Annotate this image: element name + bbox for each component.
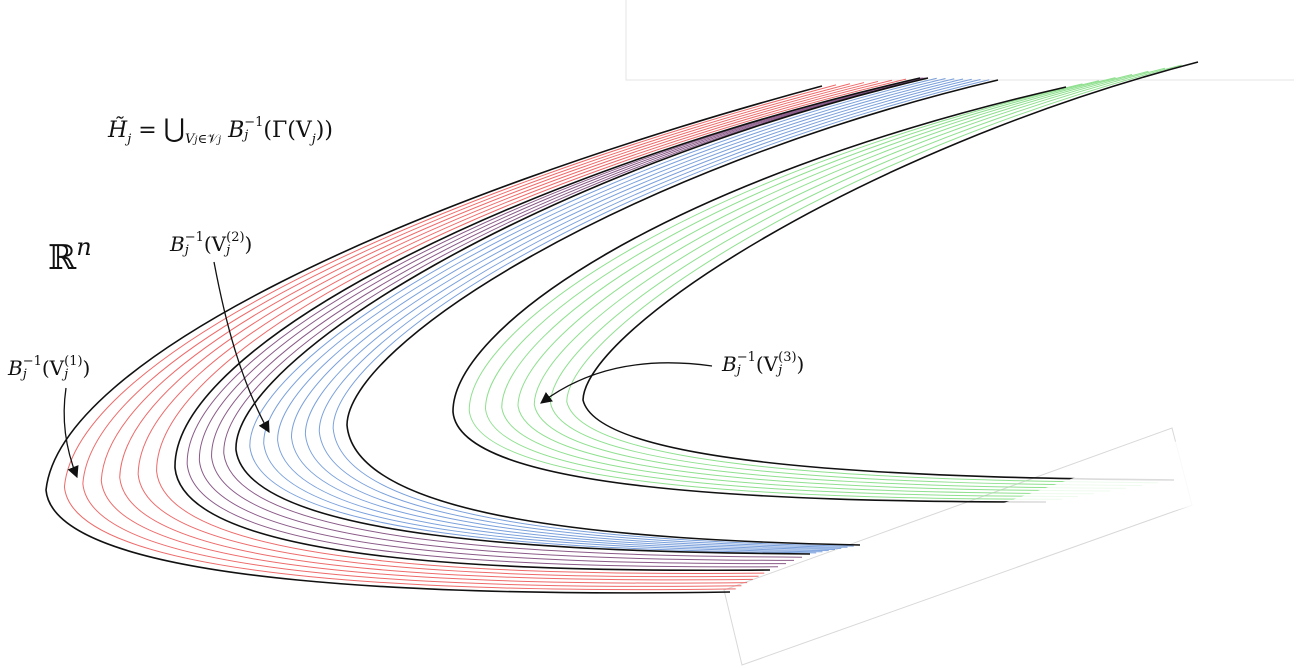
band-boundaries: [45, 61, 1199, 594]
arrow-to-band-1: [63, 387, 79, 479]
band-1-line: [82, 83, 851, 587]
band-3-line: [484, 80, 1100, 497]
boundary-curve-i2: [346, 79, 999, 546]
band-2-line: [304, 78, 972, 549]
band-3-line: [549, 67, 1166, 486]
boundary-curve-o1: [45, 85, 823, 594]
formula-union: ⋃: [163, 114, 185, 144]
formula-eq: =: [138, 118, 157, 143]
band-1-line: [100, 82, 865, 584]
band-2-overlap-line: [211, 77, 925, 561]
band-2-line: [290, 78, 964, 550]
band-1-line: [119, 80, 879, 581]
boundary-curve-o3: [452, 86, 1067, 503]
arrow-to-band-2: [213, 261, 270, 434]
space-label: ℝn: [48, 233, 92, 278]
band-1-line: [156, 78, 907, 574]
band-1-line: [137, 79, 893, 578]
band-2-overlap-line: [223, 77, 927, 558]
band-1-line: [63, 84, 837, 591]
formula-lhs-sub: j: [127, 132, 132, 147]
boundary-curve-o2: [235, 77, 929, 555]
band-2-line: [263, 78, 946, 553]
band-3-line: [501, 77, 1116, 495]
boundary-curve-i3: [582, 61, 1199, 481]
band-3-line: [517, 74, 1133, 492]
label-preimage-v3: B −1 j (V (3) j): [722, 349, 805, 378]
space-blackboard: ℝ: [48, 238, 77, 278]
band-2-preimage-v2: [186, 77, 990, 568]
label-preimage-v2: B −1 j (V (2) j): [170, 229, 253, 258]
boundary-curve-i1: [174, 77, 921, 572]
formula-arg: (Γ(V: [263, 118, 312, 143]
union-formula: H̃j = ⋃Vj∈𝒱j B −1 j (Γ(Vj)): [108, 114, 333, 147]
arrow-to-band-3: [540, 362, 713, 404]
tail-fade-mask: [760, 440, 1195, 620]
band-2-overlap-line: [186, 77, 922, 568]
band-3-line: [533, 70, 1149, 489]
band-2-line: [277, 78, 955, 552]
formula-union-sub: Vj∈𝒱j: [184, 132, 222, 147]
band-2-line: [249, 77, 937, 554]
formula-op: B: [228, 118, 245, 143]
band-2-line: [332, 79, 990, 547]
space-exponent: n: [76, 233, 92, 261]
label-preimage-v1: B −1 j (V (1) j): [8, 353, 91, 382]
band-2-overlap-line: [198, 77, 924, 565]
band-3-preimage-v3: [468, 64, 1182, 500]
formula-lhs: H̃: [108, 118, 128, 143]
band-1-preimage-v1: [63, 78, 907, 591]
band-2-line: [318, 79, 981, 548]
band-3-line: [468, 83, 1083, 500]
band-3-line: [566, 64, 1182, 484]
faint-box-top-right: [625, 0, 1294, 81]
